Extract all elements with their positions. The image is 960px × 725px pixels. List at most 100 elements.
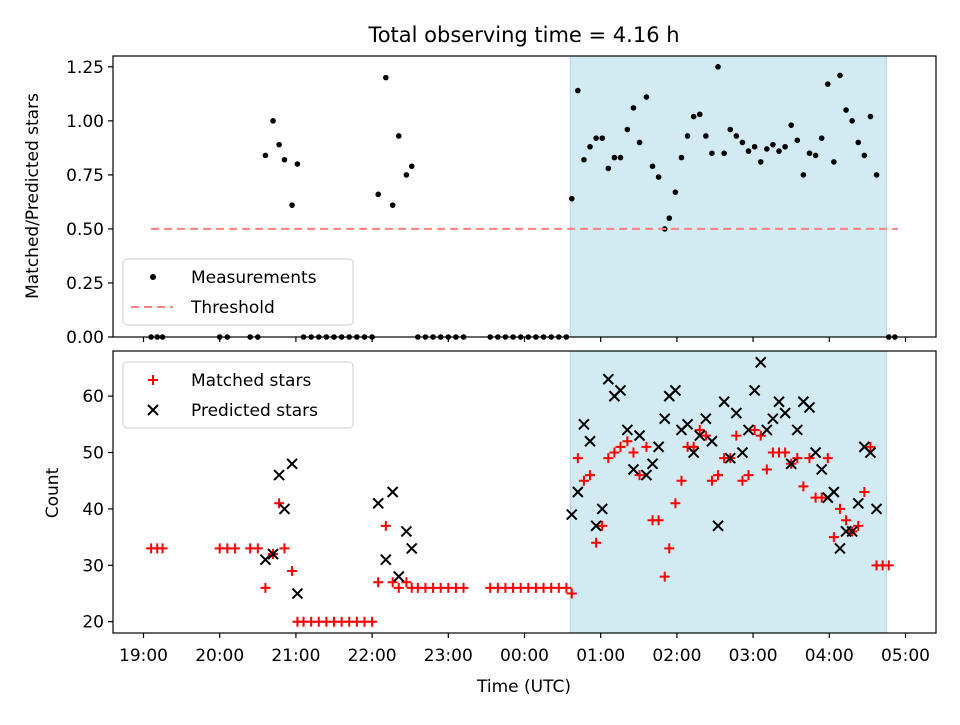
matched-stars-point	[664, 543, 675, 554]
measurement-point	[818, 135, 825, 141]
predicted-stars-point	[730, 407, 743, 419]
predicted-stars-point	[259, 553, 272, 566]
predicted-stars-point	[652, 441, 665, 453]
measurement-point	[855, 139, 862, 146]
predicted-stars-point	[755, 356, 767, 368]
observing-window-shade	[569, 55, 887, 338]
matched-stars-point	[804, 453, 815, 464]
matched-stars-point	[731, 430, 742, 441]
count-panel: 20 30 40 50 60 19:00 20:00 21:00 22:00 23:00 00:00…	[82, 350, 937, 666]
matched-stars-point	[834, 503, 845, 514]
measurement-point	[788, 122, 794, 128]
matched-stars-point	[628, 447, 639, 458]
matched-stars-point	[749, 424, 760, 435]
chart-title: Total observing time = 4.16 h	[367, 23, 679, 47]
matched-stars-point	[380, 520, 391, 531]
predicted-stars-point	[852, 497, 864, 509]
measurement-point	[281, 156, 288, 163]
legend-label: Threshold	[190, 298, 275, 318]
y-tick-label: 0.00	[66, 328, 104, 348]
predicted-stars-point	[633, 429, 646, 442]
matched-stars-point	[641, 441, 652, 452]
matched-stars-point	[853, 520, 864, 531]
measurement-point	[831, 159, 837, 165]
measurement-point	[375, 191, 381, 198]
measurement-point	[794, 137, 801, 144]
measurement-point	[389, 202, 396, 208]
measurement-point	[599, 135, 606, 141]
predicted-stars-point	[596, 503, 608, 515]
matched-stars-point	[157, 543, 168, 554]
measurement-point	[873, 172, 880, 178]
predicted-stars-point	[870, 503, 883, 515]
measurement-point	[655, 174, 662, 180]
legend-label: Measurements	[191, 268, 317, 288]
measurement-point	[649, 163, 656, 170]
measurement-point	[751, 143, 758, 150]
predicted-stars-point	[614, 384, 627, 397]
matched-stars-point	[572, 453, 583, 464]
matched-stars-point	[828, 532, 839, 543]
measurement-point	[611, 154, 618, 161]
measurement-point	[843, 107, 849, 113]
predicted-stars-point	[566, 508, 578, 521]
legend-label: Matched stars	[191, 371, 311, 391]
measurement-point	[593, 135, 599, 141]
measurement-point	[849, 118, 855, 124]
measurement-point	[403, 172, 410, 178]
measurement-point	[800, 172, 807, 178]
predicted-stars-point	[291, 587, 304, 600]
predicted-stars-point	[791, 424, 804, 436]
measurement-point	[294, 161, 301, 167]
legend-box	[122, 258, 354, 326]
legend-measurement-swatch	[150, 274, 156, 280]
measurement-point	[408, 163, 415, 170]
predicted-stars-point	[621, 424, 634, 436]
matched-stars-point	[634, 470, 645, 481]
matched-stars-point	[252, 543, 263, 554]
matched-stars-point	[373, 577, 384, 588]
legend-matched-swatch	[148, 375, 158, 385]
predicted-stars-point	[809, 446, 822, 459]
predicted-stars-point	[815, 463, 828, 476]
x-tick-label: 23:00	[424, 646, 473, 666]
matched-stars-point	[622, 436, 633, 447]
predicted-stars-point	[386, 486, 399, 498]
measurement-point	[383, 74, 389, 81]
predicted-stars-point	[828, 486, 840, 498]
measurement-point	[643, 94, 650, 100]
predicted-stars-point	[742, 424, 755, 436]
predicted-stars-point	[718, 396, 730, 408]
x-tick-label: 20:00	[195, 646, 244, 666]
x-tick-label: 21:00	[271, 646, 320, 666]
predicted-stars-point	[761, 424, 773, 436]
x-tick-label: 04:00	[805, 646, 854, 666]
legend: Measurements Threshold	[122, 258, 354, 326]
measurement-point	[757, 159, 764, 165]
measurement-point	[770, 141, 776, 148]
matched-stars-point	[561, 582, 572, 593]
measurement-point	[776, 148, 782, 154]
measurement-point	[703, 133, 709, 139]
matched-stars-point	[706, 475, 717, 486]
matched-stars-point	[700, 430, 711, 441]
predicted-stars-point	[706, 435, 718, 447]
predicted-stars-point	[712, 520, 724, 532]
predicted-stars-point	[590, 520, 602, 532]
measurement-point	[666, 215, 673, 221]
x-tick-label: 03:00	[729, 646, 778, 666]
measurement-point	[684, 133, 691, 139]
x-tick-label: 19:00	[119, 646, 168, 666]
measurement-point	[605, 165, 612, 172]
measurement-point	[395, 133, 402, 139]
predicted-stars-point	[785, 458, 797, 470]
measurement-point	[289, 202, 295, 208]
matched-stars-point	[458, 582, 469, 593]
matched-stars-point	[792, 453, 803, 464]
measurement-point	[575, 87, 581, 94]
predicted-stars-point	[380, 553, 392, 566]
predicted-stars-point	[687, 446, 700, 459]
predicted-stars-point	[773, 396, 785, 408]
matched-stars-point	[578, 475, 589, 486]
